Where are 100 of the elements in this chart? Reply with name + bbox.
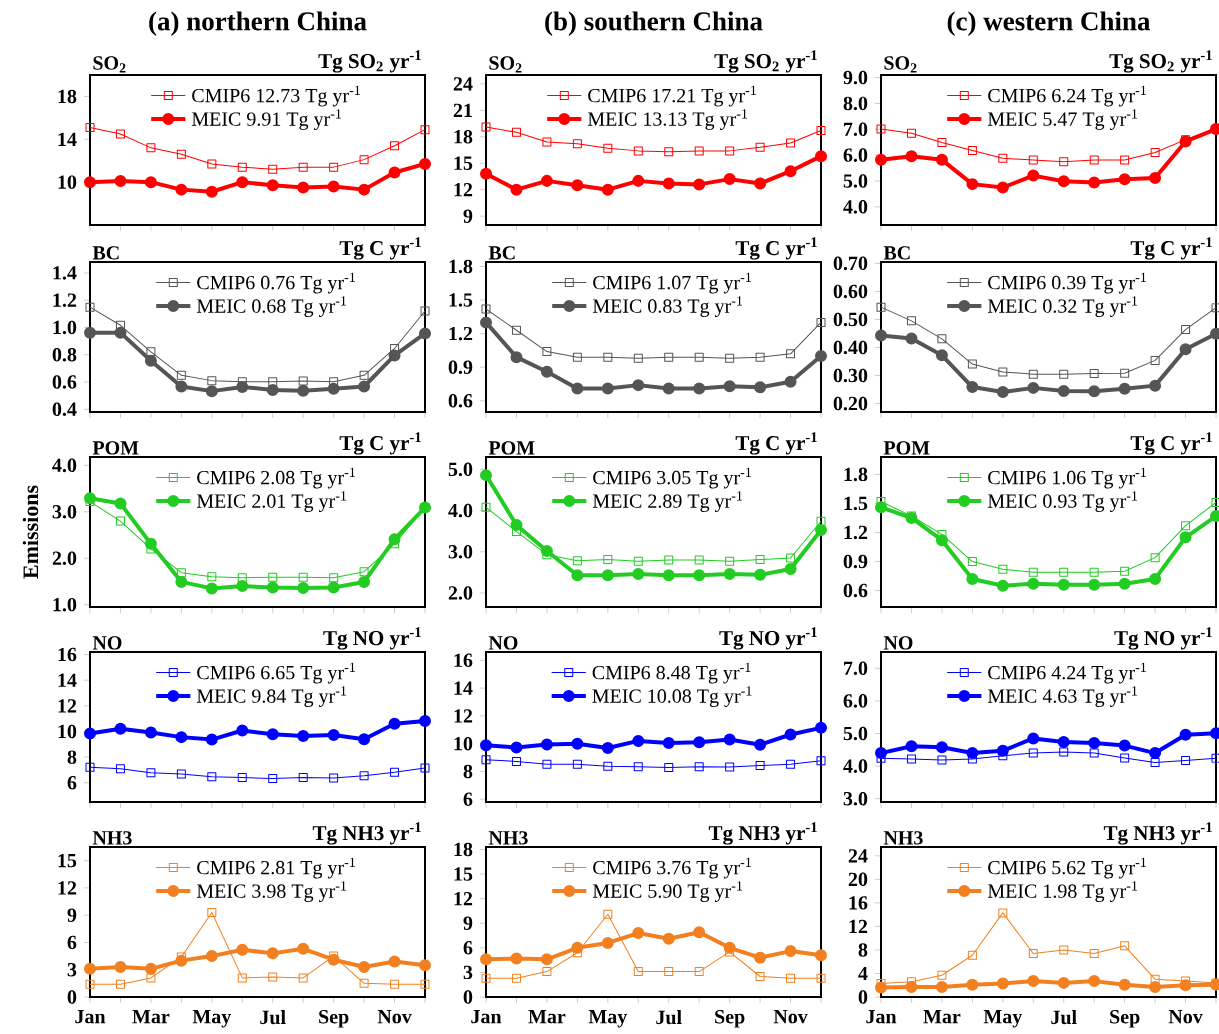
chart-subtitle: SO$_{2}$	[93, 56, 126, 73]
x-tick-label: May	[983, 1010, 1023, 1028]
chart-title: (c) western China	[947, 11, 1151, 36]
legend-label: CMIP6 17.21 Tg yr$^{-1}$	[588, 85, 756, 107]
y-tick-label: 0	[67, 990, 77, 1004]
x-tick-label: Mar	[132, 1010, 170, 1024]
legend-label: MEIC 10.08 Tg yr$^{-1}$	[592, 686, 752, 707]
y-tick-label: 3.0	[448, 544, 473, 559]
y-tick-label: 12	[849, 919, 868, 934]
chart-subtitle: NH3	[488, 831, 528, 845]
chart-subtitle: POM	[883, 441, 930, 455]
chart-subtitle: BC	[488, 246, 515, 260]
text: Tg C yr$^{-1}$	[339, 432, 421, 455]
y-tick-label: 3	[67, 963, 77, 977]
y-tick-label: 18	[454, 130, 473, 144]
y-tick-label: 0.9	[448, 360, 473, 375]
y-tick-label: 9	[463, 209, 473, 223]
y-tick-label: 2.0	[52, 551, 77, 566]
text: Tg C yr$^{-1}$	[735, 237, 817, 260]
x-tick-label: Jan	[471, 1010, 502, 1024]
legend-label: CMIP6 8.48 Tg yr$^{-1}$	[592, 662, 751, 684]
text: Tg SO$_{2}$ yr$^{-1}$	[318, 50, 421, 73]
legend-label: CMIP6 3.05 Tg yr$^{-1}$	[593, 467, 751, 489]
x-tick-label: Mar	[528, 1010, 566, 1024]
x-tick-label: Nov	[377, 1010, 412, 1024]
y-tick-label: 0.60	[833, 284, 868, 299]
chart-subtitle: POM	[488, 441, 535, 455]
y-tick-label: 0.50	[833, 312, 868, 327]
y-tick-label: 15	[454, 156, 473, 170]
x-tick-label: Nov	[1168, 1010, 1203, 1024]
y-tick-label: 12	[454, 709, 473, 723]
legend-label: CMIP6 1.06 Tg yr$^{-1}$	[988, 467, 1146, 489]
chart-subtitle: NH3	[92, 831, 132, 845]
legend-label: MEIC 0.93 Tg yr$^{-1}$	[987, 491, 1138, 512]
y-tick-label: 3.0	[52, 505, 77, 519]
legend-label: CMIP6 5.62 Tg yr$^{-1}$	[988, 857, 1146, 879]
y-tick-label: 1.8	[844, 467, 868, 482]
y-tick-label: 1.8	[449, 259, 473, 274]
y-tick-label: 8	[463, 764, 473, 779]
y-tick-label: 1.4	[53, 266, 77, 280]
y-tick-label: 4.0	[843, 759, 868, 773]
x-tick-label: May	[192, 1010, 232, 1028]
text: Tg NO yr$^{-1}$	[323, 627, 421, 650]
legend-label: MEIC 13.13 Tg yr$^{-1}$	[587, 109, 748, 130]
y-tick-label: 4.0	[52, 458, 77, 473]
y-tick-label: 2.0	[448, 586, 473, 600]
x-tick-label: Jul	[1051, 1010, 1077, 1025]
y-tick-label: 0.9	[843, 554, 868, 569]
y-tick-label: 0	[858, 990, 868, 1004]
x-tick-label: Jan	[75, 1010, 106, 1024]
y-tick-label: 6.0	[843, 148, 868, 162]
y-tick-label: 1.0	[53, 320, 77, 335]
legend-label: MEIC 2.89 Tg yr$^{-1}$	[592, 491, 743, 512]
legend-label: MEIC 0.68 Tg yr$^{-1}$	[196, 296, 347, 317]
x-tick-label: Sep	[1110, 1010, 1140, 1028]
y-tick-label: 3.0	[843, 791, 868, 806]
x-tick-label: Mar	[923, 1010, 961, 1024]
y-tick-label: 10	[58, 724, 77, 739]
text: Tg NH3 yr$^{-1}$	[708, 822, 817, 845]
legend-label: MEIC 5.90 Tg yr$^{-1}$	[592, 881, 743, 902]
y-tick-label: 24	[453, 77, 473, 91]
x-tick-label: May	[588, 1010, 628, 1028]
text: Tg NH3 yr$^{-1}$	[312, 822, 421, 845]
chart-subtitle: POM	[92, 441, 139, 455]
y-tick-label: 24	[848, 849, 868, 863]
y-tick-label: 9	[463, 916, 473, 930]
chart-title: (b) southern China	[545, 11, 763, 36]
y-tick-label: 1.2	[844, 525, 868, 540]
chart-subtitle: BC	[92, 246, 119, 260]
y-tick-label: 1.5	[449, 293, 473, 307]
y-tick-label: 12	[454, 183, 473, 197]
x-tick-label: Jan	[866, 1010, 897, 1024]
y-tick-label: 14	[58, 673, 77, 687]
x-tick-label: Jul	[260, 1010, 286, 1025]
y-tick-label: 0.6	[448, 394, 473, 408]
chart-subtitle: NO	[883, 636, 913, 650]
text: Tg C yr$^{-1}$	[1130, 432, 1212, 455]
y-tick-label: 8	[858, 943, 868, 957]
y-tick-label: 9	[67, 908, 77, 922]
legend-label: CMIP6 0.76 Tg yr$^{-1}$	[197, 272, 355, 294]
y-tick-label: 3	[463, 965, 473, 980]
chart-subtitle: BC	[883, 246, 910, 260]
y-tick-label: 6	[67, 935, 77, 950]
y-tick-label: 4.0	[448, 503, 473, 518]
y-tick-label: 14	[58, 132, 77, 146]
legend-label: CMIP6 6.65 Tg yr$^{-1}$	[197, 662, 355, 684]
y-tick-label: 1.5	[844, 496, 868, 511]
x-tick-label: Nov	[773, 1010, 808, 1024]
y-tick-label: 4	[858, 966, 868, 981]
y-tick-label: 6	[463, 792, 473, 806]
chart-subtitle: NO	[488, 636, 518, 650]
y-tick-label: 14	[454, 681, 473, 695]
y-tick-label: 16	[454, 653, 473, 668]
y-tick-label: 1.0	[53, 597, 77, 612]
y-tick-label: 0.6	[52, 375, 77, 389]
y-tick-label: 5.0	[843, 174, 868, 188]
legend-label: MEIC 0.32 Tg yr$^{-1}$	[987, 296, 1138, 317]
legend-label: CMIP6 0.39 Tg yr$^{-1}$	[988, 272, 1146, 294]
y-tick-label: 16	[849, 896, 868, 910]
y-tick-label: 12	[58, 699, 77, 713]
